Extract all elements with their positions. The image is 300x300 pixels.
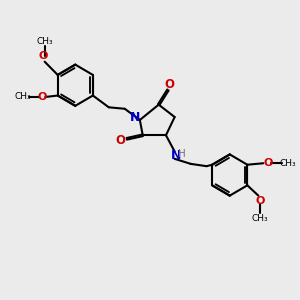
Text: H: H <box>178 149 185 159</box>
Text: O: O <box>116 134 125 147</box>
Text: CH₃: CH₃ <box>251 214 268 223</box>
Text: O: O <box>263 158 273 168</box>
Text: O: O <box>38 92 47 102</box>
Text: O: O <box>38 51 48 62</box>
Text: N: N <box>171 148 181 161</box>
Text: CH₃: CH₃ <box>280 159 296 168</box>
Text: N: N <box>129 111 140 124</box>
Text: CH₃: CH₃ <box>36 37 53 46</box>
Text: O: O <box>255 196 265 206</box>
Text: CH₃: CH₃ <box>15 92 31 101</box>
Text: O: O <box>164 77 174 91</box>
